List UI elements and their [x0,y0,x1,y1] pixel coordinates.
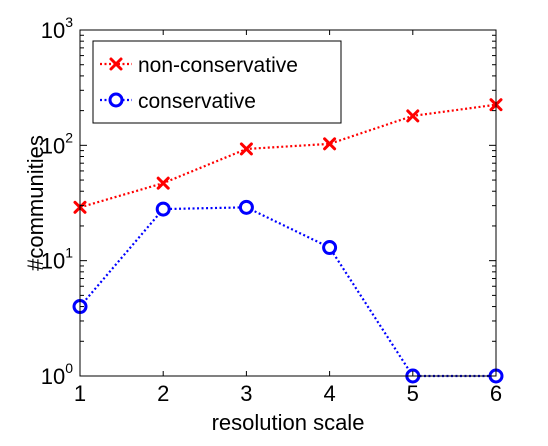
point-marker-conservative [238,199,254,215]
point-marker-non-conservative [239,142,253,156]
legend-label-non-conservative: non-conservative [138,54,298,77]
x-axis-label: resolution scale [212,410,365,435]
legend: non-conservative conservative [92,40,342,124]
point-marker-non-conservative [406,109,420,123]
x-tick-label: 6 [490,381,502,406]
x-tick-label: 2 [157,381,169,406]
y-axis-label: #communities [23,135,48,271]
series-line-non-conservative [79,103,497,209]
y-tick-label: 102 [41,129,73,158]
y-tick-label: 101 [41,245,73,274]
legend-label-conservative: conservative [138,90,256,113]
point-marker-conservative [155,201,171,217]
plot-frame [79,29,497,377]
point-marker-conservative [322,240,338,256]
x-tick-label: 1 [74,381,86,406]
y-tick-label: 100 [41,360,73,389]
x-tick-label: 5 [407,381,419,406]
point-marker-non-conservative [323,137,337,151]
series-line-conservative [79,206,496,378]
point-marker-non-conservative [156,176,170,190]
tick-layer: 1 2 3 4 5 6 100 101 102 103 [41,14,502,406]
x-tick-label: 3 [240,381,252,406]
legend-marker-non-conservative [109,57,123,71]
legend-marker-conservative [108,92,124,108]
legend-box [92,40,342,124]
x-tick-label: 4 [323,381,335,406]
y-tick-label: 103 [41,14,73,43]
